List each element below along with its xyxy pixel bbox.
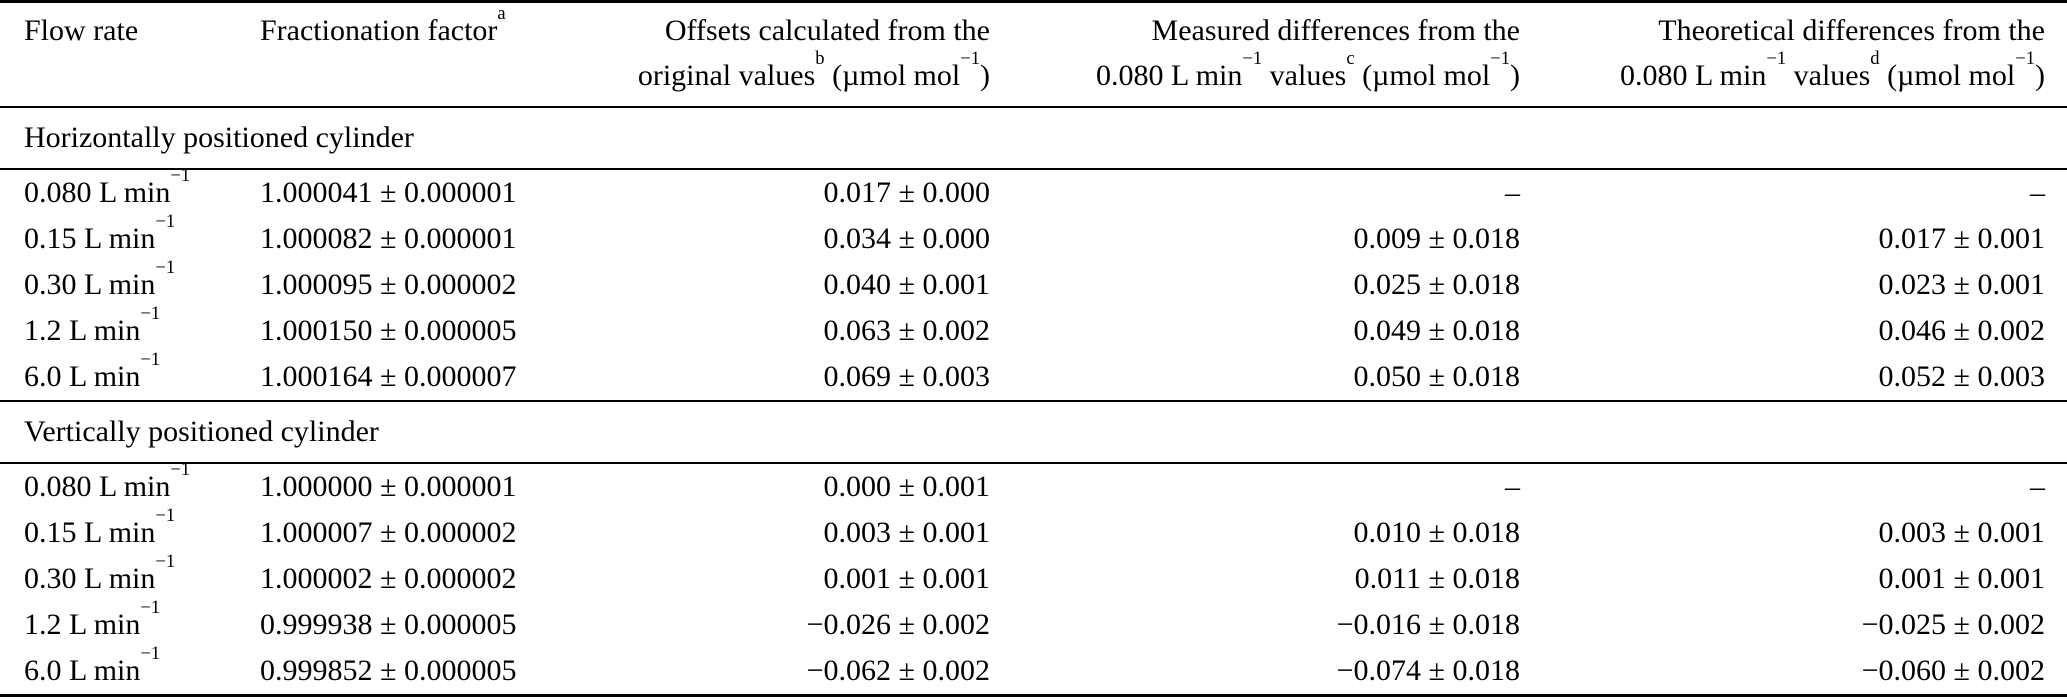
- table-row: 6.0 L min−1 1.000164 ± 0.000007 0.069 ± 0.…: [0, 348, 2067, 401]
- cell-offset: 0.003 ± 0.001: [823, 516, 990, 549]
- section-title: Horizontally positioned cylinder: [0, 106, 2067, 170]
- table-row: 0.15 L min−1 1.000082 ± 0.000001 0.034 ± 0…: [0, 210, 2067, 262]
- cell-offset: −0.062 ± 0.002: [806, 654, 990, 687]
- cell-flow-rate: 6.0 L min−1: [24, 348, 161, 393]
- table-row: 6.0 L min−1 0.999852 ± 0.000005 −0.062 ± 0…: [0, 642, 2067, 696]
- cell-offset: 0.069 ± 0.003: [823, 360, 990, 393]
- cell-measured-diff: 0.010 ± 0.018: [1353, 516, 1520, 549]
- table-row: 1.2 L min−1 1.000150 ± 0.000005 0.063 ± 0.…: [0, 302, 2067, 354]
- cell-fractionation-factor: 1.000150 ± 0.000005: [260, 314, 517, 347]
- cell-measured-diff: 0.025 ± 0.018: [1353, 268, 1520, 301]
- col-header-fractionation-factor: Fractionation factora: [240, 1, 540, 108]
- section-header-row: Vertically positioned cylinder: [0, 400, 2067, 464]
- cell-fractionation-factor: 1.000164 ± 0.000007: [260, 360, 517, 393]
- cell-theoretical-diff: 0.017 ± 0.001: [1878, 222, 2045, 255]
- cell-flow-rate: 0.080 L min−1: [24, 164, 191, 209]
- cell-measured-diff: 0.011 ± 0.018: [1354, 562, 1520, 595]
- col-header-theoretical-differences: Theoretical differences from the 0.080 L…: [1520, 1, 2067, 108]
- cell-fractionation-factor: 1.000007 ± 0.000002: [260, 516, 517, 549]
- cell-flow-rate: 1.2 L min−1: [24, 302, 161, 347]
- cell-fractionation-factor: 1.000002 ± 0.000002: [260, 562, 517, 595]
- cell-theoretical-diff: 0.023 ± 0.001: [1878, 268, 2045, 301]
- cell-fractionation-factor: 0.999938 ± 0.000005: [260, 608, 517, 641]
- cell-theoretical-diff: 0.046 ± 0.002: [1878, 314, 2045, 347]
- cell-theoretical-diff: −0.025 ± 0.002: [1861, 608, 2045, 641]
- table-header: Flow rate Fractionation factora Offsets …: [0, 1, 2067, 108]
- table-row: 0.30 L min−1 1.000095 ± 0.000002 0.040 ± 0…: [0, 256, 2067, 308]
- cell-fractionation-factor: 0.999852 ± 0.000005: [260, 654, 517, 687]
- cell-theoretical-diff: –: [2030, 470, 2045, 503]
- table-body: Horizontally positioned cylinder 0.080 L …: [0, 106, 2067, 696]
- cell-offset: 0.017 ± 0.000: [823, 176, 990, 209]
- col-header-measured-differences: Measured differences from the 0.080 L mi…: [990, 1, 1520, 108]
- cell-measured-diff: −0.016 ± 0.018: [1336, 608, 1520, 641]
- cell-measured-diff: –: [1505, 470, 1520, 503]
- cell-fractionation-factor: 1.000095 ± 0.000002: [260, 268, 517, 301]
- cell-flow-rate: 0.15 L min−1: [24, 210, 176, 255]
- cell-flow-rate: 0.080 L min−1: [24, 458, 191, 503]
- cell-offset: 0.034 ± 0.000: [823, 222, 990, 255]
- cell-fractionation-factor: 1.000041 ± 0.000001: [260, 176, 517, 209]
- table-row: 1.2 L min−1 0.999938 ± 0.000005 −0.026 ± 0…: [0, 596, 2067, 648]
- cell-fractionation-factor: 1.000082 ± 0.000001: [260, 222, 517, 255]
- table-row: 0.30 L min−1 1.000002 ± 0.000002 0.001 ± 0…: [0, 550, 2067, 602]
- cell-flow-rate: 0.30 L min−1: [24, 256, 176, 301]
- cell-measured-diff: 0.009 ± 0.018: [1353, 222, 1520, 255]
- cell-measured-diff: 0.050 ± 0.018: [1353, 360, 1520, 393]
- cell-offset: 0.063 ± 0.002: [823, 314, 990, 347]
- cell-fractionation-factor: 1.000000 ± 0.000001: [260, 470, 517, 503]
- col-header-offsets: Offsets calculated from the original val…: [540, 1, 990, 108]
- cell-measured-diff: –: [1505, 176, 1520, 209]
- cell-measured-diff: −0.074 ± 0.018: [1336, 654, 1520, 687]
- cell-theoretical-diff: 0.003 ± 0.001: [1878, 516, 2045, 549]
- table-row: 0.15 L min−1 1.000007 ± 0.000002 0.003 ± 0…: [0, 504, 2067, 556]
- cell-flow-rate: 6.0 L min−1: [24, 642, 161, 687]
- table-row: 0.080 L min−1 1.000041 ± 0.000001 0.017 ± …: [0, 164, 2067, 216]
- cell-theoretical-diff: –: [2030, 176, 2045, 209]
- section-title: Vertically positioned cylinder: [0, 400, 2067, 464]
- table-row: 0.080 L min−1 1.000000 ± 0.000001 0.000 ± …: [0, 458, 2067, 510]
- cell-flow-rate: 0.30 L min−1: [24, 550, 176, 595]
- cell-offset: 0.040 ± 0.001: [823, 268, 990, 301]
- cell-flow-rate: 0.15 L min−1: [24, 504, 176, 549]
- cell-offset: 0.000 ± 0.001: [823, 470, 990, 503]
- cell-offset: −0.026 ± 0.002: [806, 608, 990, 641]
- cell-offset: 0.001 ± 0.001: [823, 562, 990, 595]
- cell-theoretical-diff: 0.052 ± 0.003: [1878, 360, 2045, 393]
- cell-flow-rate: 1.2 L min−1: [24, 596, 161, 641]
- cell-measured-diff: 0.049 ± 0.018: [1353, 314, 1520, 347]
- col-header-flow-rate: Flow rate: [0, 1, 240, 108]
- section-header-row: Horizontally positioned cylinder: [0, 106, 2067, 170]
- table-header-row: Flow rate Fractionation factora Offsets …: [0, 1, 2067, 108]
- cell-theoretical-diff: −0.060 ± 0.002: [1861, 654, 2045, 687]
- cell-theoretical-diff: 0.001 ± 0.001: [1878, 562, 2045, 595]
